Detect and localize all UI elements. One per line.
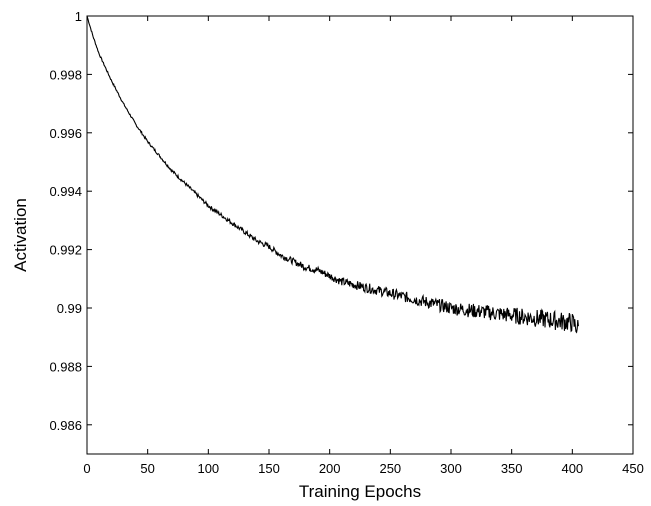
x-tick-label: 400 — [561, 461, 583, 476]
x-tick-label: 200 — [319, 461, 341, 476]
activation-series-line — [86, 15, 579, 334]
y-axis-label: Activation — [11, 198, 30, 272]
plot-area — [86, 15, 634, 455]
y-tick-label: 0.99 — [57, 301, 82, 316]
x-tick-label: 250 — [379, 461, 401, 476]
x-axis-ticks: 0 50 100 150 200 250 300 350 400 450 — [83, 16, 644, 476]
x-tick-label: 50 — [140, 461, 154, 476]
y-axis-ticks: 0.986 0.988 0.99 0.992 0.994 0.996 0.998 1 — [49, 9, 633, 433]
y-tick-label: 0.988 — [49, 359, 82, 374]
y-tick-label: 0.998 — [49, 67, 82, 82]
y-tick-label: 1 — [75, 9, 82, 24]
x-tick-label: 150 — [258, 461, 280, 476]
x-tick-label: 350 — [501, 461, 523, 476]
x-axis-label: Training Epochs — [299, 482, 421, 501]
x-tick-label: 450 — [622, 461, 644, 476]
x-tick-label: 300 — [440, 461, 462, 476]
y-tick-label: 0.996 — [49, 126, 82, 141]
y-tick-label: 0.992 — [49, 243, 82, 258]
x-tick-label: 100 — [197, 461, 219, 476]
y-tick-label: 0.994 — [49, 184, 82, 199]
y-tick-label: 0.986 — [49, 418, 82, 433]
x-tick-label: 0 — [83, 461, 90, 476]
